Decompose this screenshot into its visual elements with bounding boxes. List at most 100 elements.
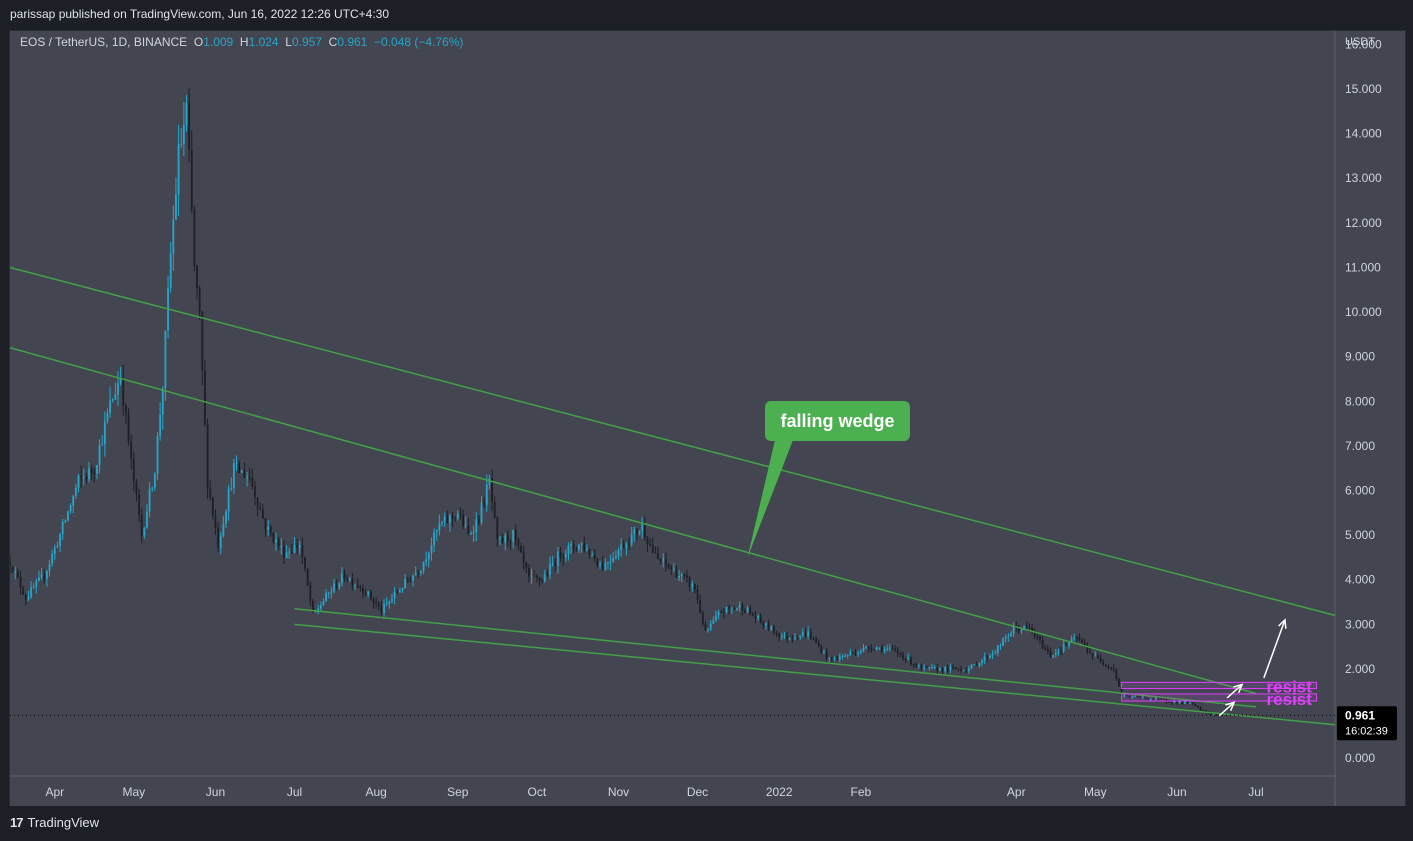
x-tick-label: Apr bbox=[45, 785, 64, 799]
candle-body bbox=[833, 657, 836, 660]
current-price-badge[interactable] bbox=[1337, 706, 1397, 741]
candle-body bbox=[204, 370, 206, 425]
candle-body bbox=[193, 209, 196, 266]
breakout-arrow-mid-head bbox=[1233, 683, 1244, 694]
candle-body bbox=[38, 577, 40, 581]
candle-body bbox=[1123, 695, 1126, 697]
candle-body bbox=[251, 477, 254, 487]
candle-body bbox=[707, 629, 709, 631]
callout-text: falling wedge bbox=[780, 411, 894, 431]
candle-body bbox=[875, 647, 878, 650]
candle-body bbox=[11, 566, 14, 573]
symbol-legend-part: 1.009 bbox=[203, 35, 240, 49]
candle-body bbox=[894, 648, 897, 650]
candle-body bbox=[188, 102, 191, 150]
candle-body bbox=[678, 575, 681, 578]
candle-body bbox=[51, 554, 54, 564]
candle-body bbox=[372, 599, 375, 603]
candle-body bbox=[564, 553, 567, 558]
tradingview-icon: 17 bbox=[10, 815, 24, 830]
tradingview-logo[interactable]: 17 TradingView bbox=[10, 815, 99, 830]
candle-body bbox=[775, 632, 778, 634]
candle-body bbox=[196, 265, 198, 289]
breakout-arrow-small[interactable] bbox=[1218, 701, 1235, 717]
candle-body bbox=[406, 578, 409, 581]
candle-body bbox=[1178, 701, 1181, 703]
candle-body bbox=[643, 523, 646, 538]
wedge-trendline[interactable] bbox=[10, 266, 1336, 617]
candle-body bbox=[620, 544, 623, 550]
symbol-legend-part: 0.961 bbox=[337, 35, 374, 49]
resist-zone[interactable] bbox=[1121, 693, 1318, 702]
candle-body bbox=[248, 476, 251, 478]
candle-body bbox=[1010, 633, 1012, 637]
candle-body bbox=[1157, 697, 1160, 699]
candle-body bbox=[986, 656, 989, 659]
candle-body bbox=[1199, 707, 1202, 711]
resist-zone[interactable] bbox=[1121, 681, 1318, 690]
candle-body bbox=[1162, 698, 1165, 700]
candle-body bbox=[923, 666, 925, 669]
breakout-arrow-mid[interactable] bbox=[1226, 683, 1243, 699]
candle-body bbox=[214, 515, 217, 528]
candle-body bbox=[464, 525, 467, 527]
symbol-legend-part: L bbox=[285, 35, 292, 49]
candle-body bbox=[1112, 667, 1115, 670]
candle-body bbox=[720, 611, 723, 613]
candle-body bbox=[111, 399, 114, 401]
candle-body bbox=[815, 638, 817, 643]
y-tick-label: 7.000 bbox=[1345, 439, 1375, 453]
plot-area[interactable] bbox=[10, 31, 1335, 776]
candle-body bbox=[61, 521, 64, 535]
candle-body bbox=[401, 588, 404, 591]
candle-body bbox=[828, 657, 831, 659]
wedge-trendline[interactable] bbox=[294, 623, 1336, 726]
candle-body bbox=[778, 633, 781, 637]
candle-body bbox=[114, 394, 117, 400]
price-chart[interactable]: 0.0001.0002.0003.0004.0005.0006.0007.000… bbox=[10, 31, 1405, 806]
candle-body bbox=[712, 620, 715, 624]
price-axis[interactable] bbox=[1335, 31, 1405, 806]
candle-body bbox=[1128, 695, 1131, 698]
candle-body bbox=[1039, 636, 1041, 640]
candle-body bbox=[754, 615, 757, 619]
symbol-legend-part: 1.024 bbox=[249, 35, 286, 49]
candle-body bbox=[146, 511, 148, 529]
candle-body bbox=[180, 143, 183, 145]
candle-body bbox=[1068, 642, 1070, 646]
candle-body bbox=[654, 552, 657, 554]
candle-body bbox=[217, 527, 220, 548]
wedge-trendline[interactable] bbox=[294, 607, 1257, 708]
candle-body bbox=[325, 592, 328, 602]
candle-body bbox=[583, 543, 586, 551]
candle-body bbox=[446, 516, 449, 523]
candle-body bbox=[1191, 702, 1194, 705]
symbol-legend-part: 0.957 bbox=[292, 35, 329, 49]
candle-body bbox=[45, 571, 48, 580]
candle-body bbox=[177, 144, 180, 195]
candle-body bbox=[535, 576, 538, 578]
candle-body bbox=[794, 637, 796, 639]
candle-body bbox=[101, 444, 104, 446]
chart-frame[interactable]: 0.0001.0002.0003.0004.0005.0006.0007.000… bbox=[9, 30, 1406, 807]
candle-body bbox=[704, 624, 707, 631]
candle-body bbox=[596, 559, 599, 566]
candle-body bbox=[1052, 655, 1055, 658]
candle-body bbox=[688, 577, 691, 588]
candle-body bbox=[604, 562, 607, 570]
candle-body bbox=[1110, 667, 1113, 669]
candle-body bbox=[477, 519, 480, 523]
candle-body bbox=[475, 519, 478, 533]
symbol-legend[interactable]: EOS / TetherUS, 1D, BINANCE O1.009 H1.02… bbox=[20, 35, 463, 49]
candle-body bbox=[499, 537, 501, 540]
callout-box[interactable] bbox=[765, 401, 910, 441]
candle-body bbox=[1086, 646, 1089, 652]
candle-body bbox=[899, 652, 902, 656]
candle-body bbox=[74, 488, 77, 496]
breakout-arrow-large[interactable] bbox=[1263, 619, 1286, 679]
candle-body bbox=[109, 400, 112, 413]
candle-body bbox=[354, 584, 357, 586]
wedge-trendline[interactable] bbox=[10, 347, 1257, 695]
candle-body bbox=[944, 666, 947, 672]
candle-body bbox=[717, 611, 720, 616]
